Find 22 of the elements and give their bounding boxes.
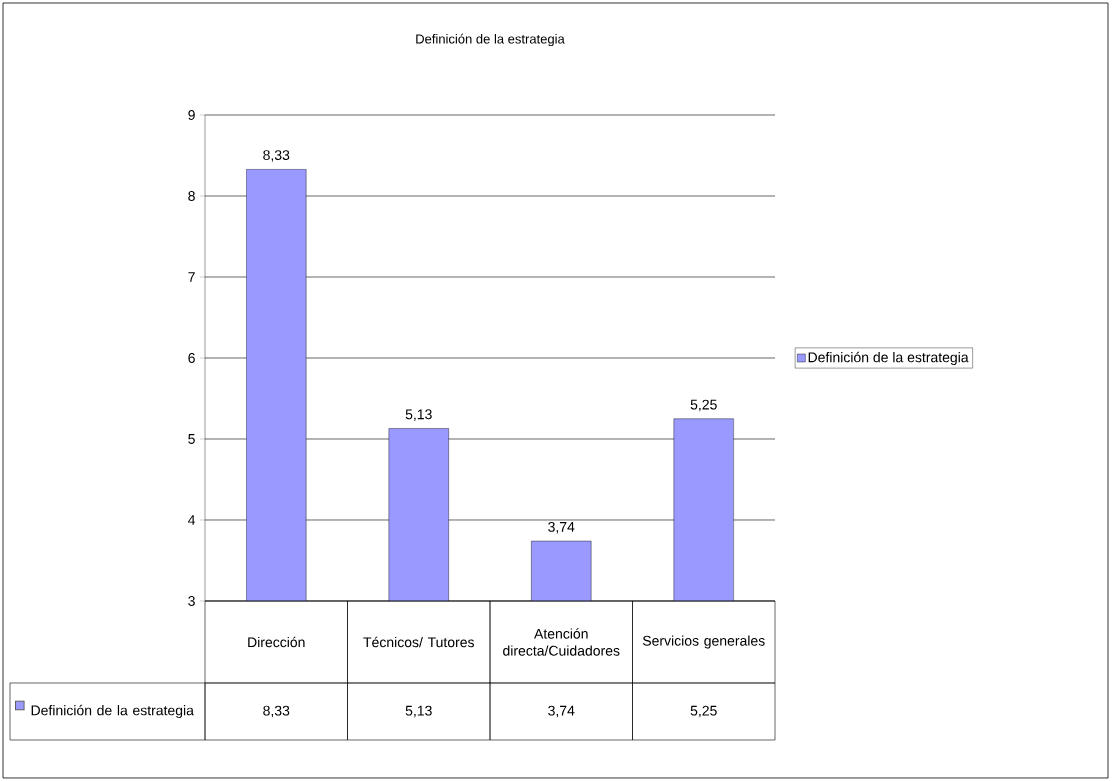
y-tick-label: 7: [188, 272, 195, 282]
y-tick-label: 8: [188, 191, 195, 201]
text: 8,33: [263, 150, 290, 162]
x-tick-label: Dirección: [248, 636, 305, 648]
data-label: 3,74: [548, 705, 575, 718]
legend-label: Definición de la estrategia: [808, 351, 969, 366]
x-tick-label: Servicios generales: [642, 635, 765, 649]
y-tick-label: 3: [188, 596, 195, 606]
chart-title: Definición de la estrategia: [416, 33, 565, 47]
y-tick-label: 9: [188, 110, 195, 120]
data-label: 8,33: [263, 705, 290, 718]
x-tick-label: Atención directa/Cuidadores: [503, 628, 620, 656]
y-tick-label: 6: [188, 353, 195, 363]
text: 3,74: [548, 521, 575, 534]
x-tick-label: Técnicos/ Tutores: [363, 636, 475, 648]
data-label: 5,13: [405, 705, 432, 718]
y-tick-label: 5: [188, 434, 195, 444]
text: 5,25: [690, 399, 717, 412]
data-label: 5,25: [690, 705, 717, 718]
text: Definición de la estrategia: [31, 704, 194, 719]
y-tick-label: 4: [188, 515, 196, 525]
text: 5,13: [405, 409, 432, 421]
